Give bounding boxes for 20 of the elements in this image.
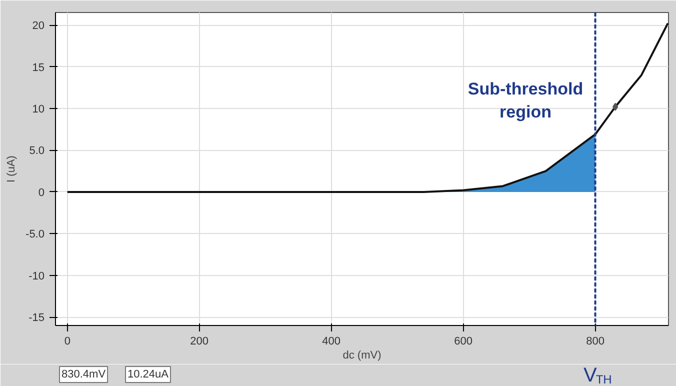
y-tick-label: 10 xyxy=(32,103,45,116)
y-tick-label: -10 xyxy=(28,270,45,282)
x-tick-label: 800 xyxy=(586,336,604,348)
y-tick-label: 20 xyxy=(32,20,45,32)
x-tick-label: 600 xyxy=(454,336,472,348)
y-tick-label: 15 xyxy=(32,62,45,74)
annotation: Sub-threshold region xyxy=(468,80,584,122)
y-axis-title: I (uA) xyxy=(6,156,18,182)
ref-line-label: VTH xyxy=(583,364,612,386)
x-axis-title: dc (mV) xyxy=(342,350,382,362)
x-tick-label: 200 xyxy=(190,336,209,348)
y-tick-label: -5.0 xyxy=(26,228,45,241)
x-tick-label: 0 xyxy=(64,336,70,348)
y-tick-label: 5.0 xyxy=(29,145,45,158)
text: 10.24uA xyxy=(128,368,170,380)
y-tick-label: 0 xyxy=(38,186,45,199)
x-tick-label: 400 xyxy=(322,336,340,348)
text: 830.4mV xyxy=(62,368,106,380)
y-tick-label: -15 xyxy=(28,312,45,324)
line-series xyxy=(66,22,668,193)
